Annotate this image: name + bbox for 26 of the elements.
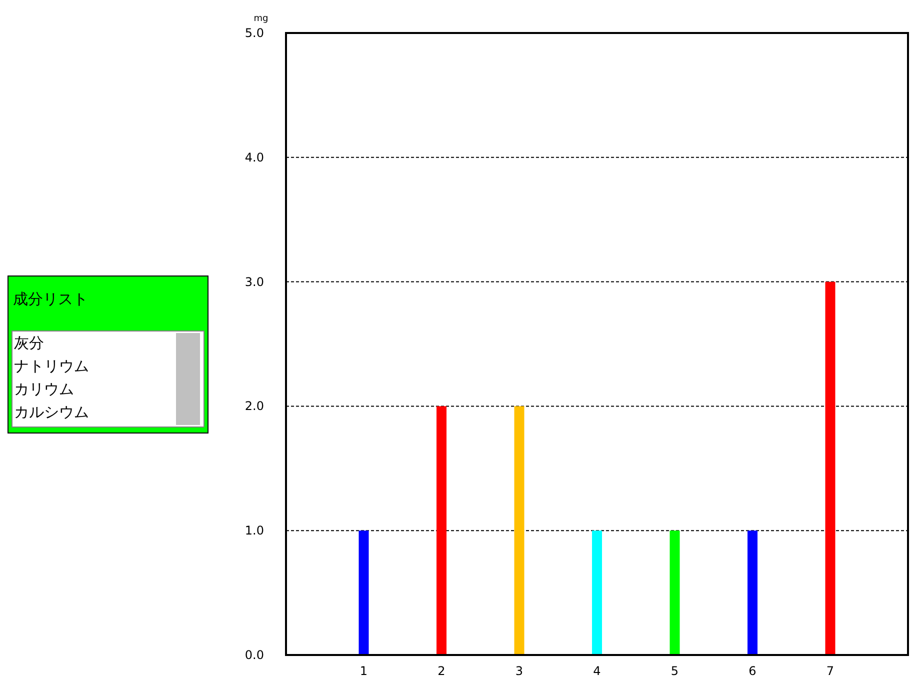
bar	[358, 530, 369, 655]
x-tick-label: 2	[438, 664, 446, 678]
x-tick-label: 6	[748, 664, 756, 678]
bar	[825, 282, 836, 655]
text: 成分リスト	[13, 290, 88, 308]
x-tick-label: 1	[360, 664, 368, 678]
y-tick-label: 0.0	[244, 648, 264, 662]
y-tick-label: 1.0	[244, 524, 264, 538]
text: ナトリウム	[14, 357, 89, 375]
text: カリウム	[14, 380, 74, 398]
bar	[592, 530, 602, 655]
bar	[436, 406, 446, 655]
x-tick-label: 7	[826, 664, 834, 678]
y-tick-label: 2.0	[244, 399, 264, 414]
bar	[514, 406, 524, 655]
x-tick-label: 5	[670, 664, 679, 678]
y-axis-title: mg	[254, 14, 268, 24]
bar	[748, 530, 758, 655]
text: カルシウム	[14, 403, 89, 421]
y-tick-label: 4.0	[244, 150, 264, 164]
x-tick-label: 4	[593, 664, 601, 678]
y-tick-label: 3.0	[244, 274, 264, 289]
y-tick-label: 5.0	[244, 26, 264, 40]
bar	[670, 530, 680, 655]
x-tick-label: 3	[515, 664, 524, 678]
text: 灰分	[14, 334, 44, 352]
